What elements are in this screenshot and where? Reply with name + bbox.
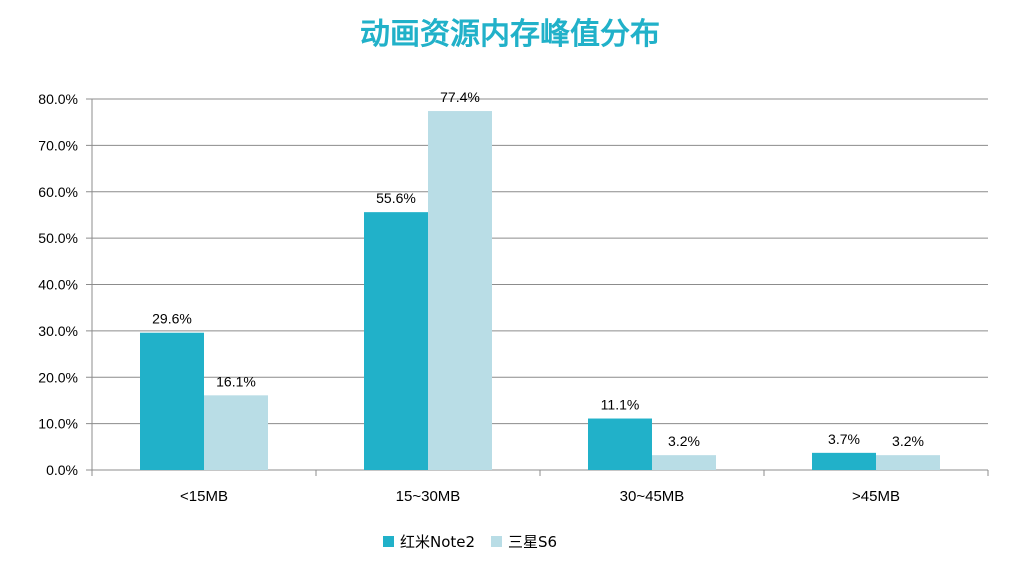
- y-tick-label: 40.0%: [38, 277, 78, 293]
- data-label: 3.2%: [892, 433, 924, 449]
- data-labels: 29.6% 16.1% 55.6% 77.4% 11.1% 3.2% 3.7% 3.2%: [152, 89, 924, 449]
- y-tick-label: 50.0%: [38, 230, 78, 246]
- legend-swatch: [383, 536, 394, 547]
- bar: [364, 212, 428, 470]
- gridlines: [92, 98, 988, 425]
- bar: [204, 395, 268, 470]
- x-category-label: 30~45MB: [620, 488, 685, 505]
- legend: 红米Note2 三星S6: [383, 533, 557, 551]
- y-tick-label: 70.0%: [38, 137, 78, 153]
- data-label: 3.7%: [828, 431, 860, 447]
- y-tick-label: 60.0%: [38, 184, 78, 200]
- legend-label: 红米Note2: [400, 533, 475, 551]
- data-label: 3.2%: [668, 433, 700, 449]
- y-axis-tick-labels: 0.0% 10.0% 20.0% 30.0% 40.0% 50.0% 60.0% 70.0% 8…: [38, 91, 78, 478]
- data-label: 16.1%: [216, 373, 256, 389]
- y-tick-label: 20.0%: [38, 369, 78, 385]
- y-tick-label: 80.0%: [38, 91, 78, 107]
- x-category-label: 15~30MB: [396, 488, 461, 505]
- bar: [876, 455, 940, 470]
- y-tick-label: 30.0%: [38, 323, 78, 339]
- bar: [428, 111, 492, 471]
- legend-swatch: [491, 536, 502, 547]
- data-label: 77.4%: [440, 89, 480, 105]
- bar: [140, 332, 204, 470]
- data-label: 55.6%: [376, 190, 416, 206]
- chart-title: 动画资源内存峰值分布: [360, 17, 660, 52]
- data-label: 11.1%: [601, 397, 640, 413]
- legend-label: 三星S6: [508, 533, 557, 551]
- data-label: 29.6%: [152, 311, 192, 327]
- y-tick-label: 0.0%: [46, 462, 78, 478]
- bars: [140, 111, 940, 471]
- x-category-label: <15MB: [180, 488, 228, 505]
- y-tick-label: 10.0%: [38, 416, 78, 432]
- bar: [812, 452, 876, 470]
- bar: [588, 418, 652, 470]
- x-axis-category-labels: <15MB 15~30MB 30~45MB >45MB: [180, 488, 900, 505]
- x-category-label: >45MB: [852, 488, 900, 505]
- bar: [652, 455, 716, 470]
